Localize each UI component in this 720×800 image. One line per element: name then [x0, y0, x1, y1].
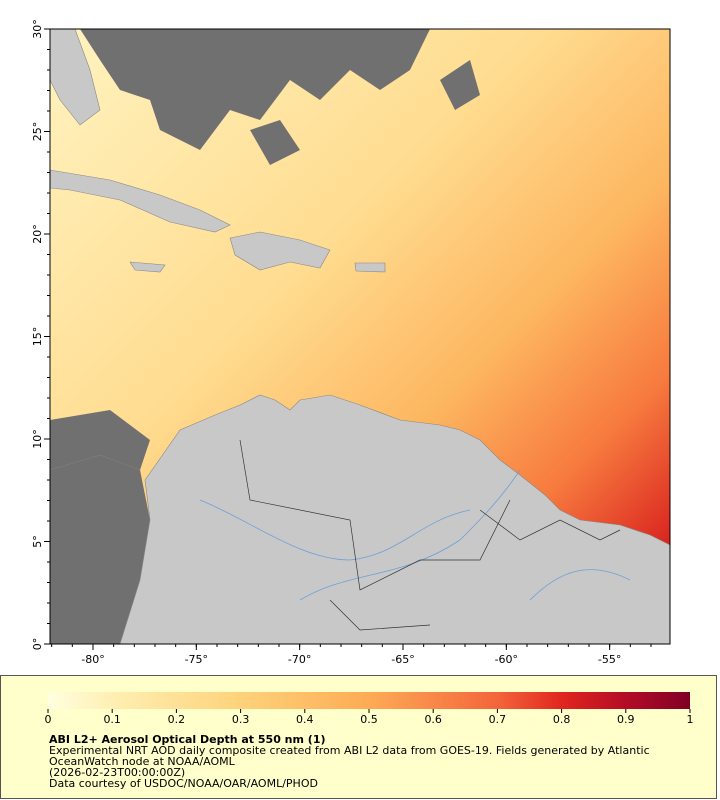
- y-tick-label: 25°: [31, 122, 44, 142]
- x-tick-label: -60°: [495, 653, 518, 666]
- x-tick-label: -55°: [598, 653, 621, 666]
- x-tick-label: -75°: [185, 653, 208, 666]
- colorbar-tick-label: 1: [687, 713, 694, 726]
- rivers: [199, 469, 631, 601]
- y-tick-label: 0°: [31, 638, 44, 651]
- colorbar-tick-label: 0.9: [617, 713, 635, 726]
- colorbar-tick-label: 0.5: [360, 713, 378, 726]
- colorbar-tick-label: 0.8: [553, 713, 571, 726]
- land: [50, 29, 670, 644]
- y-tick-label: 15°: [31, 327, 44, 347]
- colorbar-tick-label: 0.3: [232, 713, 250, 726]
- credit: Data courtesy of USDOC/NOAA/OAR/AOML/PHO…: [49, 777, 318, 790]
- y-tick-label: 30°: [31, 19, 44, 39]
- colorbar-tick-label: 0: [45, 713, 52, 726]
- y-tick-label: 10°: [31, 429, 44, 449]
- x-tick-label: -80°: [81, 653, 104, 666]
- borders: [239, 439, 621, 631]
- colorbar-tick-label: 0.6: [424, 713, 442, 726]
- y-tick-label: 20°: [31, 224, 44, 244]
- x-tick-label: -70°: [288, 653, 311, 666]
- legend: 0 0.1 0.2 0.3 0.4 0.5 0.6 0.7 0.8 0.9 1 ABI L2+ Ae…: [0, 675, 717, 799]
- map: -80° -75° -70° -65° -60° -55° 0° 5° 10° 15° 20° 25°…: [31, 19, 671, 666]
- colorbar: 0 0.1 0.2 0.3 0.4 0.5 0.6 0.7 0.8 0.9 1: [45, 692, 694, 726]
- colorbar-tick-label: 0.7: [489, 713, 507, 726]
- colorbar-scale: [48, 692, 690, 709]
- colorbar-tick-label: 0.2: [168, 713, 186, 726]
- colorbar-tick-label: 0.4: [296, 713, 314, 726]
- colorbar-tick-label: 0.1: [103, 713, 121, 726]
- title: ABI L2+ Aerosol Optical Depth at 550 nm …: [49, 733, 326, 746]
- timestamp: (2026-02-23T00:00:00Z): [49, 766, 186, 779]
- y-tick-label: 5°: [31, 535, 44, 548]
- x-tick-label: -65°: [391, 653, 414, 666]
- map-field: [50, 29, 670, 644]
- description: Experimental NRT AOD daily composite cre…: [49, 744, 650, 768]
